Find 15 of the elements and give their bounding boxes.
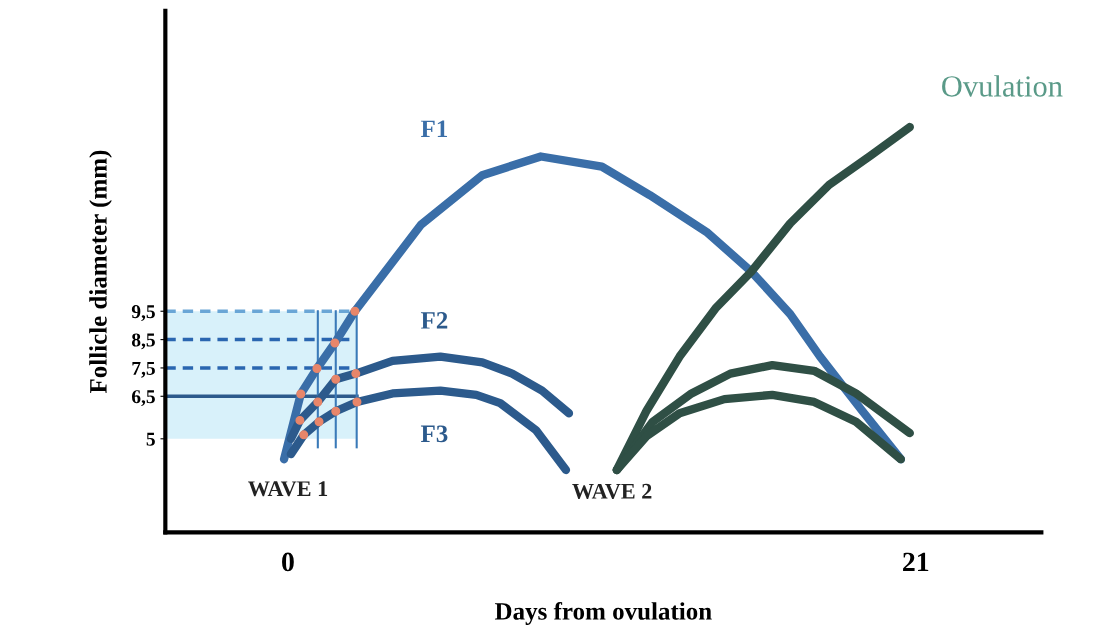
annotation: WAVE 2: [572, 483, 652, 499]
y-tick-label: 9,5: [131, 305, 155, 322]
y-axis-title: Follicle diameter (mm): [89, 150, 112, 394]
text: F1: [420, 120, 448, 137]
x-tick-label: 0: [282, 552, 294, 572]
series-label: F3: [420, 425, 448, 443]
annotation: Ovulation: [942, 75, 1063, 97]
y-tick-label: 6,5: [131, 390, 155, 407]
y-tick-label: 7,5: [132, 361, 155, 378]
y-tick-label: 8,5: [131, 333, 155, 350]
series-label: F2: [420, 312, 448, 329]
x-axis-title: Days from ovulation: [494, 601, 712, 625]
annotation: WAVE 1: [248, 481, 328, 497]
x-tick-label: 21: [903, 552, 929, 572]
y-tick-label: 5: [146, 432, 155, 446]
